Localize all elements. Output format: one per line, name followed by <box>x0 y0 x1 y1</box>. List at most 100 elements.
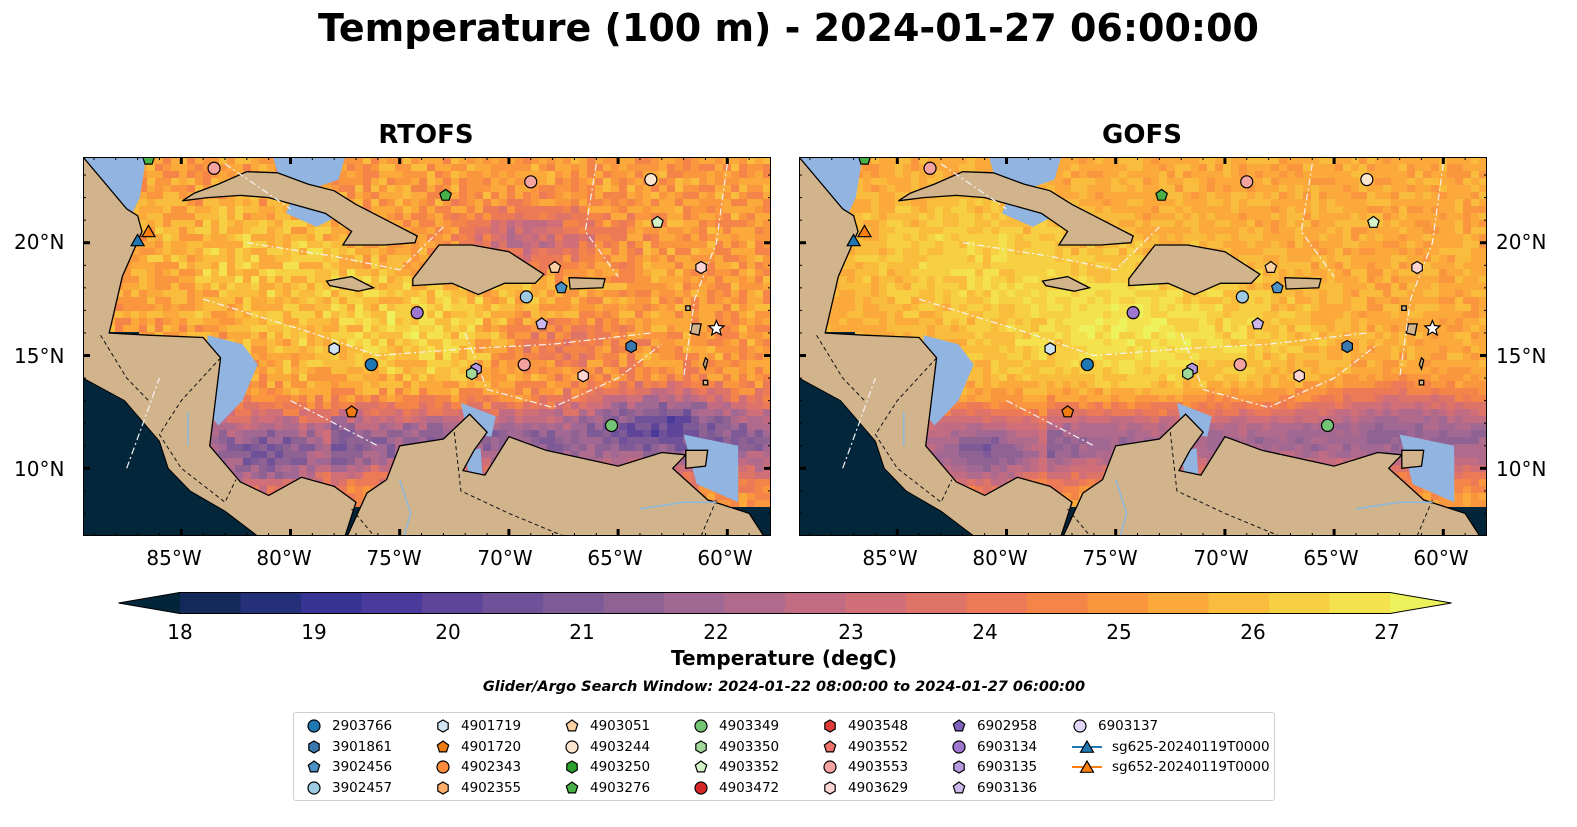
platform-marker-21 <box>604 418 619 433</box>
legend-marker-4901719 <box>437 719 449 733</box>
legend-entry-6903136: 6903136 <box>951 779 1037 797</box>
platform-marker-21 <box>1320 418 1335 433</box>
platform-marker-23 <box>140 224 157 238</box>
platform-marker-15 <box>1080 357 1094 372</box>
colorbar-segment <box>1027 592 1089 614</box>
legend-marker-4903472 <box>694 780 708 795</box>
legend-entry-3902457: 3902457 <box>306 779 392 797</box>
figure-title: Temperature (100 m) - 2024-01-27 06:00:0… <box>317 6 1259 50</box>
map-ticks <box>83 157 771 536</box>
colorbar-label: Temperature (degC) <box>671 646 897 670</box>
legend-entry-6903137: 6903137 <box>1072 717 1158 735</box>
colorbar-segment <box>785 592 847 614</box>
legend-label: 4903553 <box>848 759 909 775</box>
legend-marker-6902958 <box>952 719 966 732</box>
platform-marker-18 <box>517 357 531 372</box>
colorbar-tick-19: 19 <box>301 620 327 644</box>
legend-marker-6903136 <box>952 780 966 793</box>
colorbar-segment <box>724 592 786 614</box>
platform-marker-2 <box>439 188 453 201</box>
legend-entry-4903553: 4903553 <box>822 758 908 776</box>
river <box>639 501 717 510</box>
land-mass <box>182 171 418 246</box>
land-mass <box>1418 379 1425 386</box>
legend-entry-sg652-20240119T0000: sg652-20240119T0000 <box>1072 758 1270 776</box>
legend-label: 4901720 <box>461 738 522 755</box>
legend-marker-4902343 <box>436 760 450 774</box>
colorbar-segment <box>1087 592 1149 614</box>
legend-entry-3901861: 3901861 <box>306 738 392 756</box>
legend-entry-4903250: 4903250 <box>564 758 650 776</box>
legend-entry-4901720: 4901720 <box>435 738 521 756</box>
lon-label-80w-gofs: 80°W <box>972 546 1028 570</box>
lon-label-85w-rtofs: 85°W <box>146 546 202 570</box>
legend-label: 4903051 <box>590 718 651 734</box>
gofs-map[interactable] <box>799 157 1487 536</box>
colorbar-tick-18: 18 <box>167 620 193 644</box>
land-mass <box>1401 449 1425 470</box>
land-mass <box>412 244 545 296</box>
platform-marker-5 <box>1366 215 1380 228</box>
legend-label: 2903766 <box>332 718 393 734</box>
platform-marker-17 <box>466 366 478 381</box>
legend-label: 4903349 <box>719 718 780 734</box>
lat-label-10n-left: 10°N <box>14 457 65 481</box>
legend-label: 4901719 <box>461 718 522 734</box>
legend-label: 3901861 <box>332 738 393 755</box>
platform-marker-9 <box>695 260 707 275</box>
legend-marker-4903553 <box>823 760 837 774</box>
platform-marker-0 <box>858 157 871 165</box>
legend-marker-4903349 <box>694 719 708 733</box>
colorbar-segment <box>422 592 484 614</box>
land-mass <box>685 305 691 312</box>
platform-marker-1 <box>923 161 937 175</box>
platform-marker-20 <box>345 405 359 418</box>
rtofs-map[interactable] <box>83 157 771 536</box>
land-mass <box>1405 323 1418 336</box>
colorbar-segment <box>240 592 302 614</box>
legend-label: 4903472 <box>719 779 780 796</box>
platform-marker-6 <box>1264 260 1278 274</box>
legend-entry-4902355: 4902355 <box>435 779 521 797</box>
colorbar-tick-24: 24 <box>972 620 998 644</box>
legend-entry-4903244: 4903244 <box>564 738 650 756</box>
legend-label: 6903135 <box>977 759 1038 775</box>
platform-marker-11 <box>535 317 549 330</box>
platform-marker-10 <box>410 306 424 320</box>
lon-label-60w-gofs: 60°W <box>1413 546 1469 570</box>
legend-label: 3902457 <box>332 779 393 796</box>
colorbar-segment <box>543 592 605 614</box>
country-border <box>158 357 237 503</box>
land-mass <box>1041 275 1092 292</box>
legend-entry-4903629: 4903629 <box>822 779 908 797</box>
legend-label: 4902355 <box>461 779 522 796</box>
colorbar-tick-26: 26 <box>1240 620 1266 644</box>
colorbar-segment <box>361 592 423 614</box>
colorbar-segment <box>180 592 242 614</box>
land-mass <box>1284 277 1322 290</box>
legend-marker-6903135 <box>953 760 965 774</box>
platform-marker-12 <box>1423 318 1442 337</box>
colorbar-segment <box>966 592 1028 614</box>
land-mass <box>1128 244 1261 296</box>
colorbar-extend-high <box>1390 592 1452 614</box>
land-mass <box>689 323 702 336</box>
legend-marker-4903051 <box>565 719 579 732</box>
platform-marker-4 <box>644 172 658 187</box>
legend-label: 4903352 <box>719 759 780 775</box>
legend-label: 6903137 <box>1098 718 1159 734</box>
legend-entry-4903352: 4903352 <box>693 758 779 776</box>
country-border <box>874 357 953 503</box>
legend-entry-2903766: 2903766 <box>306 717 392 735</box>
colorbar-tick-21: 21 <box>569 620 595 644</box>
legend-entry-4903350: 4903350 <box>693 738 779 756</box>
platform-marker-11 <box>1251 317 1265 330</box>
legend-label: 4903250 <box>590 759 651 775</box>
land-mass <box>1401 305 1407 312</box>
legend-marker-4903350 <box>695 739 707 754</box>
legend-marker-3902456 <box>307 760 321 773</box>
lat-label-15n-left: 15°N <box>14 344 65 368</box>
legend-label: 4902343 <box>461 759 522 775</box>
legend-marker-sg652-20240119T0000 <box>1079 759 1095 773</box>
lat-label-10n-right: 10°N <box>1496 457 1547 481</box>
